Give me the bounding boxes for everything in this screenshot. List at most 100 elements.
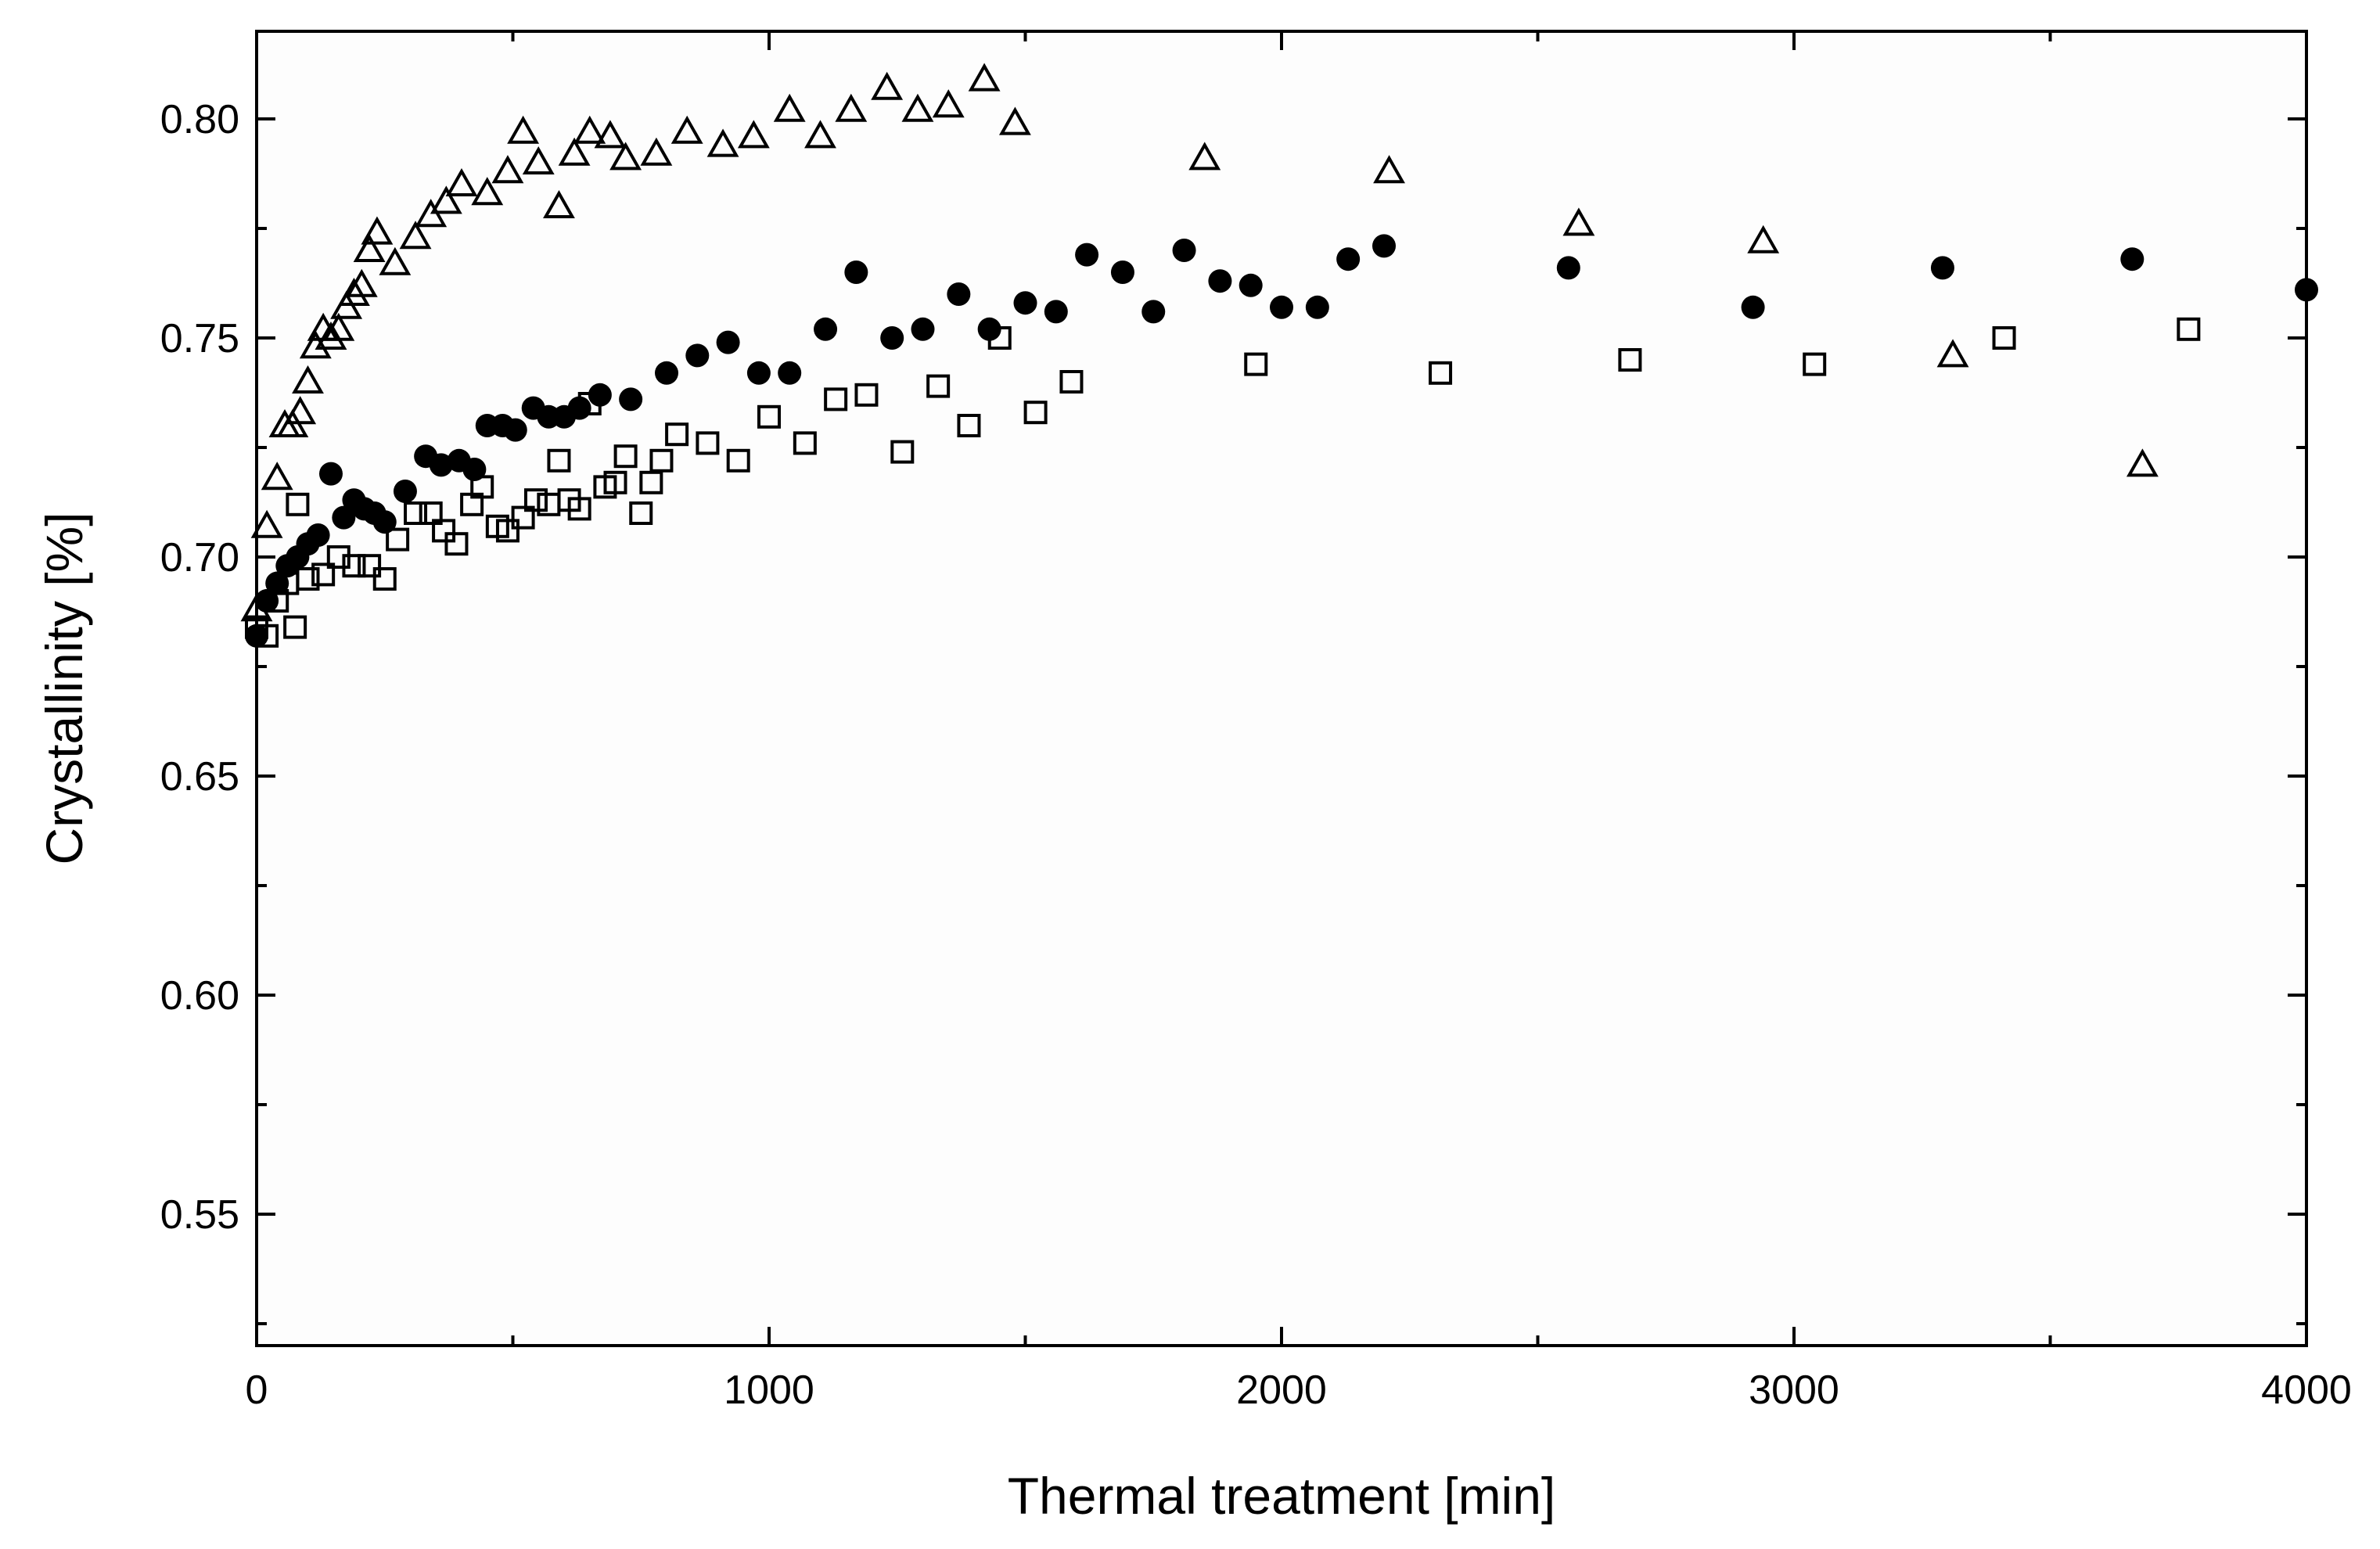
- y-axis-tick-labels: 0.55 0.60 0.65 0.70 0.75 0.80: [160, 97, 239, 1238]
- data-point-circle: [911, 317, 935, 341]
- data-point-square: [495, 519, 520, 543]
- data-point-square: [613, 444, 638, 469]
- data-point-square: [567, 497, 591, 521]
- data-point-circle: [746, 361, 771, 385]
- data-point-square: [1059, 370, 1084, 394]
- data-point-square: [1429, 361, 1453, 385]
- data-point-circle: [1044, 300, 1068, 324]
- data-point-square: [577, 392, 602, 415]
- data-point-square: [386, 527, 410, 552]
- data-point-triangle: [543, 189, 575, 218]
- data-point-circle: [1239, 273, 1263, 297]
- data-point-circle: [429, 453, 453, 477]
- x-tick-label: 3000: [1749, 1368, 1839, 1413]
- data-point-square: [649, 448, 674, 473]
- data-point-square: [1992, 326, 2016, 350]
- data-point-triangle: [998, 106, 1031, 135]
- data-point-triangle: [1373, 155, 1405, 184]
- data-point-triangle: [609, 142, 642, 171]
- data-point-triangle: [804, 120, 836, 149]
- data-point-triangle: [338, 277, 370, 306]
- y-tick-label: 0.75: [160, 316, 239, 361]
- data-point-square: [1023, 401, 1048, 425]
- data-point-triangle: [379, 246, 412, 275]
- data-point-square: [696, 431, 720, 455]
- data-point-triangle: [2126, 448, 2159, 477]
- data-point-circle: [2120, 247, 2145, 271]
- data-point-circle: [619, 387, 643, 412]
- data-point-square: [926, 374, 951, 398]
- x-tick-label: 1000: [724, 1368, 814, 1413]
- y-tick-label: 0.60: [160, 973, 239, 1019]
- data-point-square: [432, 519, 456, 543]
- data-point-square: [286, 492, 310, 516]
- y-axis-title: Crystallinity [%]: [35, 512, 93, 864]
- data-point-triangle: [871, 71, 904, 100]
- data-point-triangle: [706, 128, 739, 157]
- data-point-triangle: [471, 177, 504, 206]
- data-point-circle: [1556, 256, 1580, 280]
- series-square-open: [245, 317, 2201, 648]
- data-point-triangle: [361, 216, 394, 245]
- data-point-triangle: [573, 115, 606, 144]
- data-point-square: [358, 554, 382, 578]
- data-point-square: [404, 501, 428, 525]
- data-point-circle: [814, 317, 838, 341]
- data-point-circle: [1270, 295, 1293, 319]
- data-point-square: [419, 501, 443, 525]
- data-point-circle: [393, 480, 417, 503]
- plot-area: [257, 31, 2306, 1346]
- data-point-triangle: [1562, 207, 1595, 236]
- x-tick-label: 2000: [1236, 1368, 1327, 1413]
- data-point-circle: [1305, 295, 1329, 319]
- series-layer: [240, 63, 2318, 648]
- data-point-circle: [1372, 234, 1396, 258]
- data-point-triangle: [292, 365, 324, 394]
- data-point-triangle: [1936, 339, 1969, 368]
- data-point-circle: [947, 282, 971, 306]
- data-point-triangle: [399, 221, 432, 250]
- data-point-triangle: [594, 120, 627, 149]
- data-point-triangle: [773, 93, 806, 122]
- data-point-square: [523, 488, 548, 512]
- data-point-triangle: [1188, 142, 1221, 171]
- data-point-triangle: [345, 268, 378, 297]
- data-point-triangle: [640, 137, 673, 166]
- data-point-circle: [1208, 269, 1232, 293]
- data-point-square: [372, 567, 397, 591]
- data-point-circle: [844, 261, 868, 284]
- data-point-square: [629, 501, 653, 525]
- y-axis-ticks: [257, 117, 2306, 1325]
- y-tick-label: 0.65: [160, 754, 239, 800]
- data-point-triangle: [491, 155, 524, 184]
- data-point-triangle: [558, 137, 591, 166]
- data-point-square: [890, 440, 915, 464]
- data-point-circle: [685, 343, 710, 368]
- data-point-triangle: [670, 115, 703, 144]
- data-point-square: [444, 532, 469, 556]
- data-point-circle: [306, 523, 330, 547]
- data-point-triangle: [261, 462, 293, 491]
- data-point-circle: [1741, 295, 1765, 319]
- data-point-square: [824, 387, 848, 412]
- data-point-square: [854, 383, 879, 407]
- data-point-circle: [318, 462, 343, 486]
- data-point-circle: [1075, 243, 1099, 267]
- data-point-triangle: [968, 63, 1001, 92]
- x-axis-title: Thermal treatment [min]: [1008, 1467, 1556, 1525]
- data-point-triangle: [901, 93, 934, 122]
- data-point-circle: [778, 361, 802, 385]
- data-point-square: [793, 431, 817, 455]
- data-point-triangle: [284, 396, 317, 425]
- data-point-triangle: [322, 312, 355, 341]
- data-point-square: [1618, 348, 1642, 372]
- data-point-triangle: [445, 167, 478, 196]
- data-point-circle: [1141, 300, 1166, 324]
- x-tick-label: 0: [246, 1368, 268, 1413]
- data-point-square: [547, 448, 571, 473]
- data-point-square: [511, 505, 535, 530]
- data-point-square: [957, 414, 981, 437]
- data-point-circle: [716, 330, 740, 354]
- data-point-triangle: [430, 185, 462, 214]
